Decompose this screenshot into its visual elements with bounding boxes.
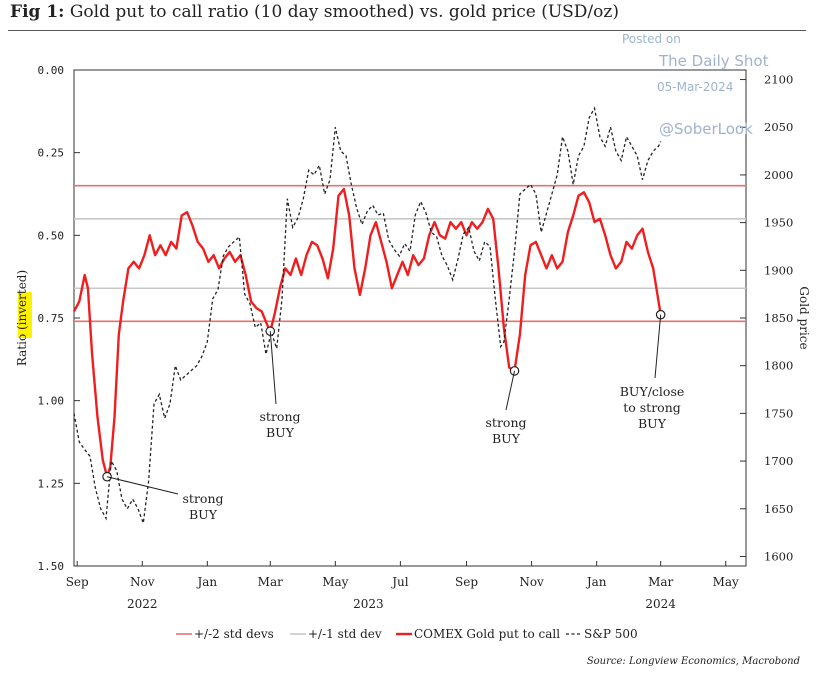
x-axis-year-label-1: 2023	[353, 597, 384, 611]
x-axis-tick-label-4: May	[322, 575, 348, 589]
legend-label-1: +/-1 std dev	[308, 627, 382, 641]
marker-0	[102, 471, 112, 482]
left-axis-title-highlight: inverted	[15, 274, 29, 325]
left-axis-title-highlight-box	[18, 292, 32, 338]
right-axis-tick-label-6: 1900	[764, 263, 793, 277]
x-axis-year-label-0: 2022	[127, 597, 158, 611]
annotation-leader-3	[654, 314, 662, 379]
annotation-buy-close-line-0: BUY/close	[620, 384, 685, 399]
right-axis-tick-label-7: 1950	[764, 216, 793, 230]
right-axis-tick-label-5: 1850	[764, 311, 793, 325]
x-axis-tick-label-3: Mar	[258, 575, 283, 589]
right-axis-tick-label-9: 2050	[764, 120, 793, 134]
x-axis-tick-label-0: Sep	[66, 575, 89, 589]
x-axis-tick-label-5: Jul	[390, 575, 409, 589]
annotation-leader-2	[505, 370, 516, 411]
x-axis-tick-label-2: Jan	[195, 575, 217, 589]
left-axis-tick-label-6: 1.50	[38, 560, 65, 573]
figure-title-text: Gold put to call ratio (10 day smoothed)…	[69, 2, 619, 22]
annotation-strong-buy-3-line-1: BUY	[492, 431, 521, 446]
left-axis-title: Ratio (inverted)	[15, 270, 29, 366]
left-axis-tick-label-2: 0.50	[38, 229, 65, 242]
source-note: Source: Longview Economics, Macrobond	[587, 656, 800, 667]
figure-label: Fig 1:	[10, 2, 65, 22]
annotation-leader-0	[106, 476, 179, 495]
series-line-1	[73, 106, 662, 524]
annotation-strong-buy-2-line-0: strong	[260, 409, 301, 424]
figure-title: Fig 1: Gold put to call ratio (10 day sm…	[10, 2, 619, 22]
right-axis-tick-label-8: 2000	[764, 168, 793, 182]
watermark-handle: @SoberLook	[659, 120, 753, 138]
annotation-strong-buy-1-line-1: BUY	[189, 507, 218, 522]
plot-frame	[73, 69, 747, 567]
series-line-0	[72, 187, 662, 478]
right-axis-tick-label-4: 1800	[764, 359, 793, 373]
legend-label-2: COMEX Gold put to call	[414, 627, 560, 641]
left-axis-tick-label-4: 1.00	[38, 395, 65, 408]
right-axis-tick-label-10: 2100	[764, 73, 793, 87]
x-axis-tick-label-6: Sep	[455, 575, 478, 589]
watermark-source: The Daily Shot	[659, 52, 769, 70]
x-axis-tick-label-8: Jan	[585, 575, 607, 589]
right-axis-tick-label-2: 1700	[764, 454, 793, 468]
annotation-leader-1	[269, 331, 277, 405]
x-axis-year-label-2: 2024	[645, 597, 676, 611]
x-axis-tick-label-9: Mar	[648, 575, 673, 589]
watermark-date: 05-Mar-2024	[657, 80, 734, 94]
x-axis-tick-label-1: Nov	[130, 575, 155, 589]
left-axis-title-prefix: Ratio (	[15, 325, 29, 366]
annotation-buy-close-line-1: to strong	[623, 400, 681, 415]
left-axis-tick-label-3: 0.75	[38, 312, 65, 325]
right-axis-tick-label-0: 1600	[764, 549, 793, 563]
left-axis-title-suffix: )	[15, 270, 29, 275]
x-axis-tick-label-10: May	[713, 575, 739, 589]
left-axis-tick-label-0: 0.00	[38, 64, 65, 77]
right-axis-tick-label-3: 1750	[764, 406, 793, 420]
x-axis-tick-label-7: Nov	[519, 575, 544, 589]
legend-label-3: S&P 500	[584, 627, 638, 641]
watermark-posted-on: Posted on	[622, 32, 681, 46]
annotation-buy-close-line-2: BUY	[638, 416, 667, 431]
left-axis-tick-label-5: 1.25	[38, 477, 65, 490]
legend-label-0: +/-2 std devs	[194, 627, 274, 641]
title-divider	[8, 30, 806, 31]
right-axis-tick-label-1: 1650	[764, 502, 793, 516]
right-axis-title: Gold price	[797, 286, 811, 349]
annotation-strong-buy-1-line-0: strong	[183, 491, 224, 506]
left-axis-tick-label-1: 0.25	[38, 147, 65, 160]
annotation-strong-buy-3-line-0: strong	[486, 415, 527, 430]
annotation-strong-buy-2-line-1: BUY	[266, 425, 295, 440]
